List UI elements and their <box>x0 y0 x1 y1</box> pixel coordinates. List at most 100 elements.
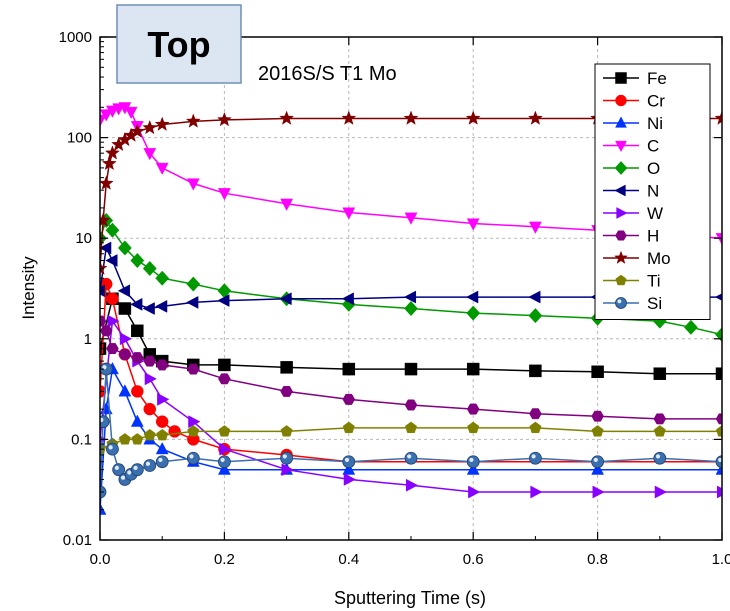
top-badge-label: Top <box>147 24 210 65</box>
point-si <box>466 455 480 469</box>
chart-title: 2016S/S T1 Mo <box>258 63 397 85</box>
legend-item-fe: Fe <box>603 69 667 88</box>
point-si <box>529 451 542 465</box>
point-fe <box>280 361 293 374</box>
point-ti <box>143 428 156 441</box>
point-c <box>715 233 722 246</box>
legend-label-fe: Fe <box>647 69 667 88</box>
legend-label-n: N <box>647 182 659 201</box>
point-mo <box>154 116 170 131</box>
point-ti <box>187 425 200 437</box>
point-w <box>219 442 232 456</box>
point-w <box>107 314 120 328</box>
point-cr <box>106 292 119 306</box>
point-h <box>218 373 231 385</box>
point-cr <box>155 415 169 428</box>
point-si <box>217 455 231 469</box>
point-si <box>130 463 144 477</box>
point-n <box>130 297 143 311</box>
legend-marker-c <box>615 140 627 153</box>
point-mo <box>129 123 145 138</box>
point-h <box>342 393 356 405</box>
point-c <box>280 198 294 211</box>
point-fe <box>715 367 722 380</box>
legend-marker-si <box>615 297 627 309</box>
y-tick-label: 1 <box>84 331 92 348</box>
point-si-highlight <box>220 457 225 463</box>
series-n <box>100 241 722 315</box>
point-h <box>118 348 132 360</box>
point-fe <box>466 362 480 376</box>
point-h <box>715 413 722 425</box>
legend-item-c: C <box>603 137 659 156</box>
point-ni <box>466 462 480 475</box>
legend-marker-si-highlight <box>617 299 622 304</box>
point-n <box>217 294 230 307</box>
point-mo <box>341 110 357 125</box>
point-si <box>280 451 294 465</box>
point-si-highlight <box>593 457 598 463</box>
point-si-highlight <box>133 465 138 470</box>
legend-item-w: W <box>603 204 663 223</box>
point-mo <box>403 110 419 125</box>
point-n <box>341 292 354 306</box>
x-tick-label: 0.8 <box>587 551 608 568</box>
top-badge: Top <box>116 4 242 84</box>
point-si-highlight <box>108 445 113 450</box>
point-w <box>716 485 722 499</box>
point-ti <box>653 425 666 437</box>
point-ni <box>130 414 144 427</box>
point-n <box>466 290 479 304</box>
point-fe <box>529 364 542 378</box>
point-fe <box>653 367 667 380</box>
point-n <box>105 254 118 267</box>
point-o <box>404 300 418 317</box>
x-tick-label: 0.4 <box>338 551 359 568</box>
series-layer <box>100 102 722 515</box>
legend-item-o: O <box>603 159 660 178</box>
legend-label-mo: Mo <box>647 249 671 268</box>
point-si <box>591 455 604 469</box>
point-mo <box>714 110 722 125</box>
point-h <box>653 413 667 425</box>
point-mo <box>465 110 481 125</box>
point-mo <box>185 113 201 128</box>
point-w <box>405 478 419 492</box>
point-c <box>186 178 200 191</box>
ticks-layer: 0.0 0.2 0.4 0.6 0.8 1.0 0.01 0.1 1 10 100 1000 <box>59 29 730 568</box>
point-o <box>155 270 170 286</box>
point-fe <box>342 362 356 376</box>
point-si-highlight <box>120 475 126 480</box>
point-cr <box>131 385 144 398</box>
point-fe <box>118 302 132 315</box>
point-o <box>528 308 543 324</box>
point-c <box>100 109 113 122</box>
legend-marker-o <box>614 161 628 175</box>
point-w <box>157 392 170 406</box>
point-si-highlight <box>158 457 163 463</box>
point-c <box>342 207 356 220</box>
legend-marker-fe <box>615 72 627 84</box>
point-n <box>403 290 417 304</box>
point-ni <box>342 462 356 475</box>
point-ti <box>342 421 355 434</box>
point-w <box>654 485 667 499</box>
legend-label-ti: Ti <box>647 272 661 291</box>
point-mo <box>100 175 114 190</box>
point-c <box>404 212 418 225</box>
point-fe <box>591 365 604 379</box>
legend-item-h: H <box>603 227 659 246</box>
point-si-highlight <box>102 365 107 370</box>
point-si-highlight <box>114 465 119 470</box>
point-mo <box>100 260 108 275</box>
legend-label-cr: Cr <box>647 92 665 111</box>
point-o <box>466 305 481 321</box>
point-ti <box>529 421 542 434</box>
point-n <box>100 241 112 255</box>
point-si-highlight <box>407 454 412 459</box>
point-si-highlight <box>718 457 722 463</box>
series-line-fe <box>100 297 722 375</box>
point-h <box>131 352 144 364</box>
